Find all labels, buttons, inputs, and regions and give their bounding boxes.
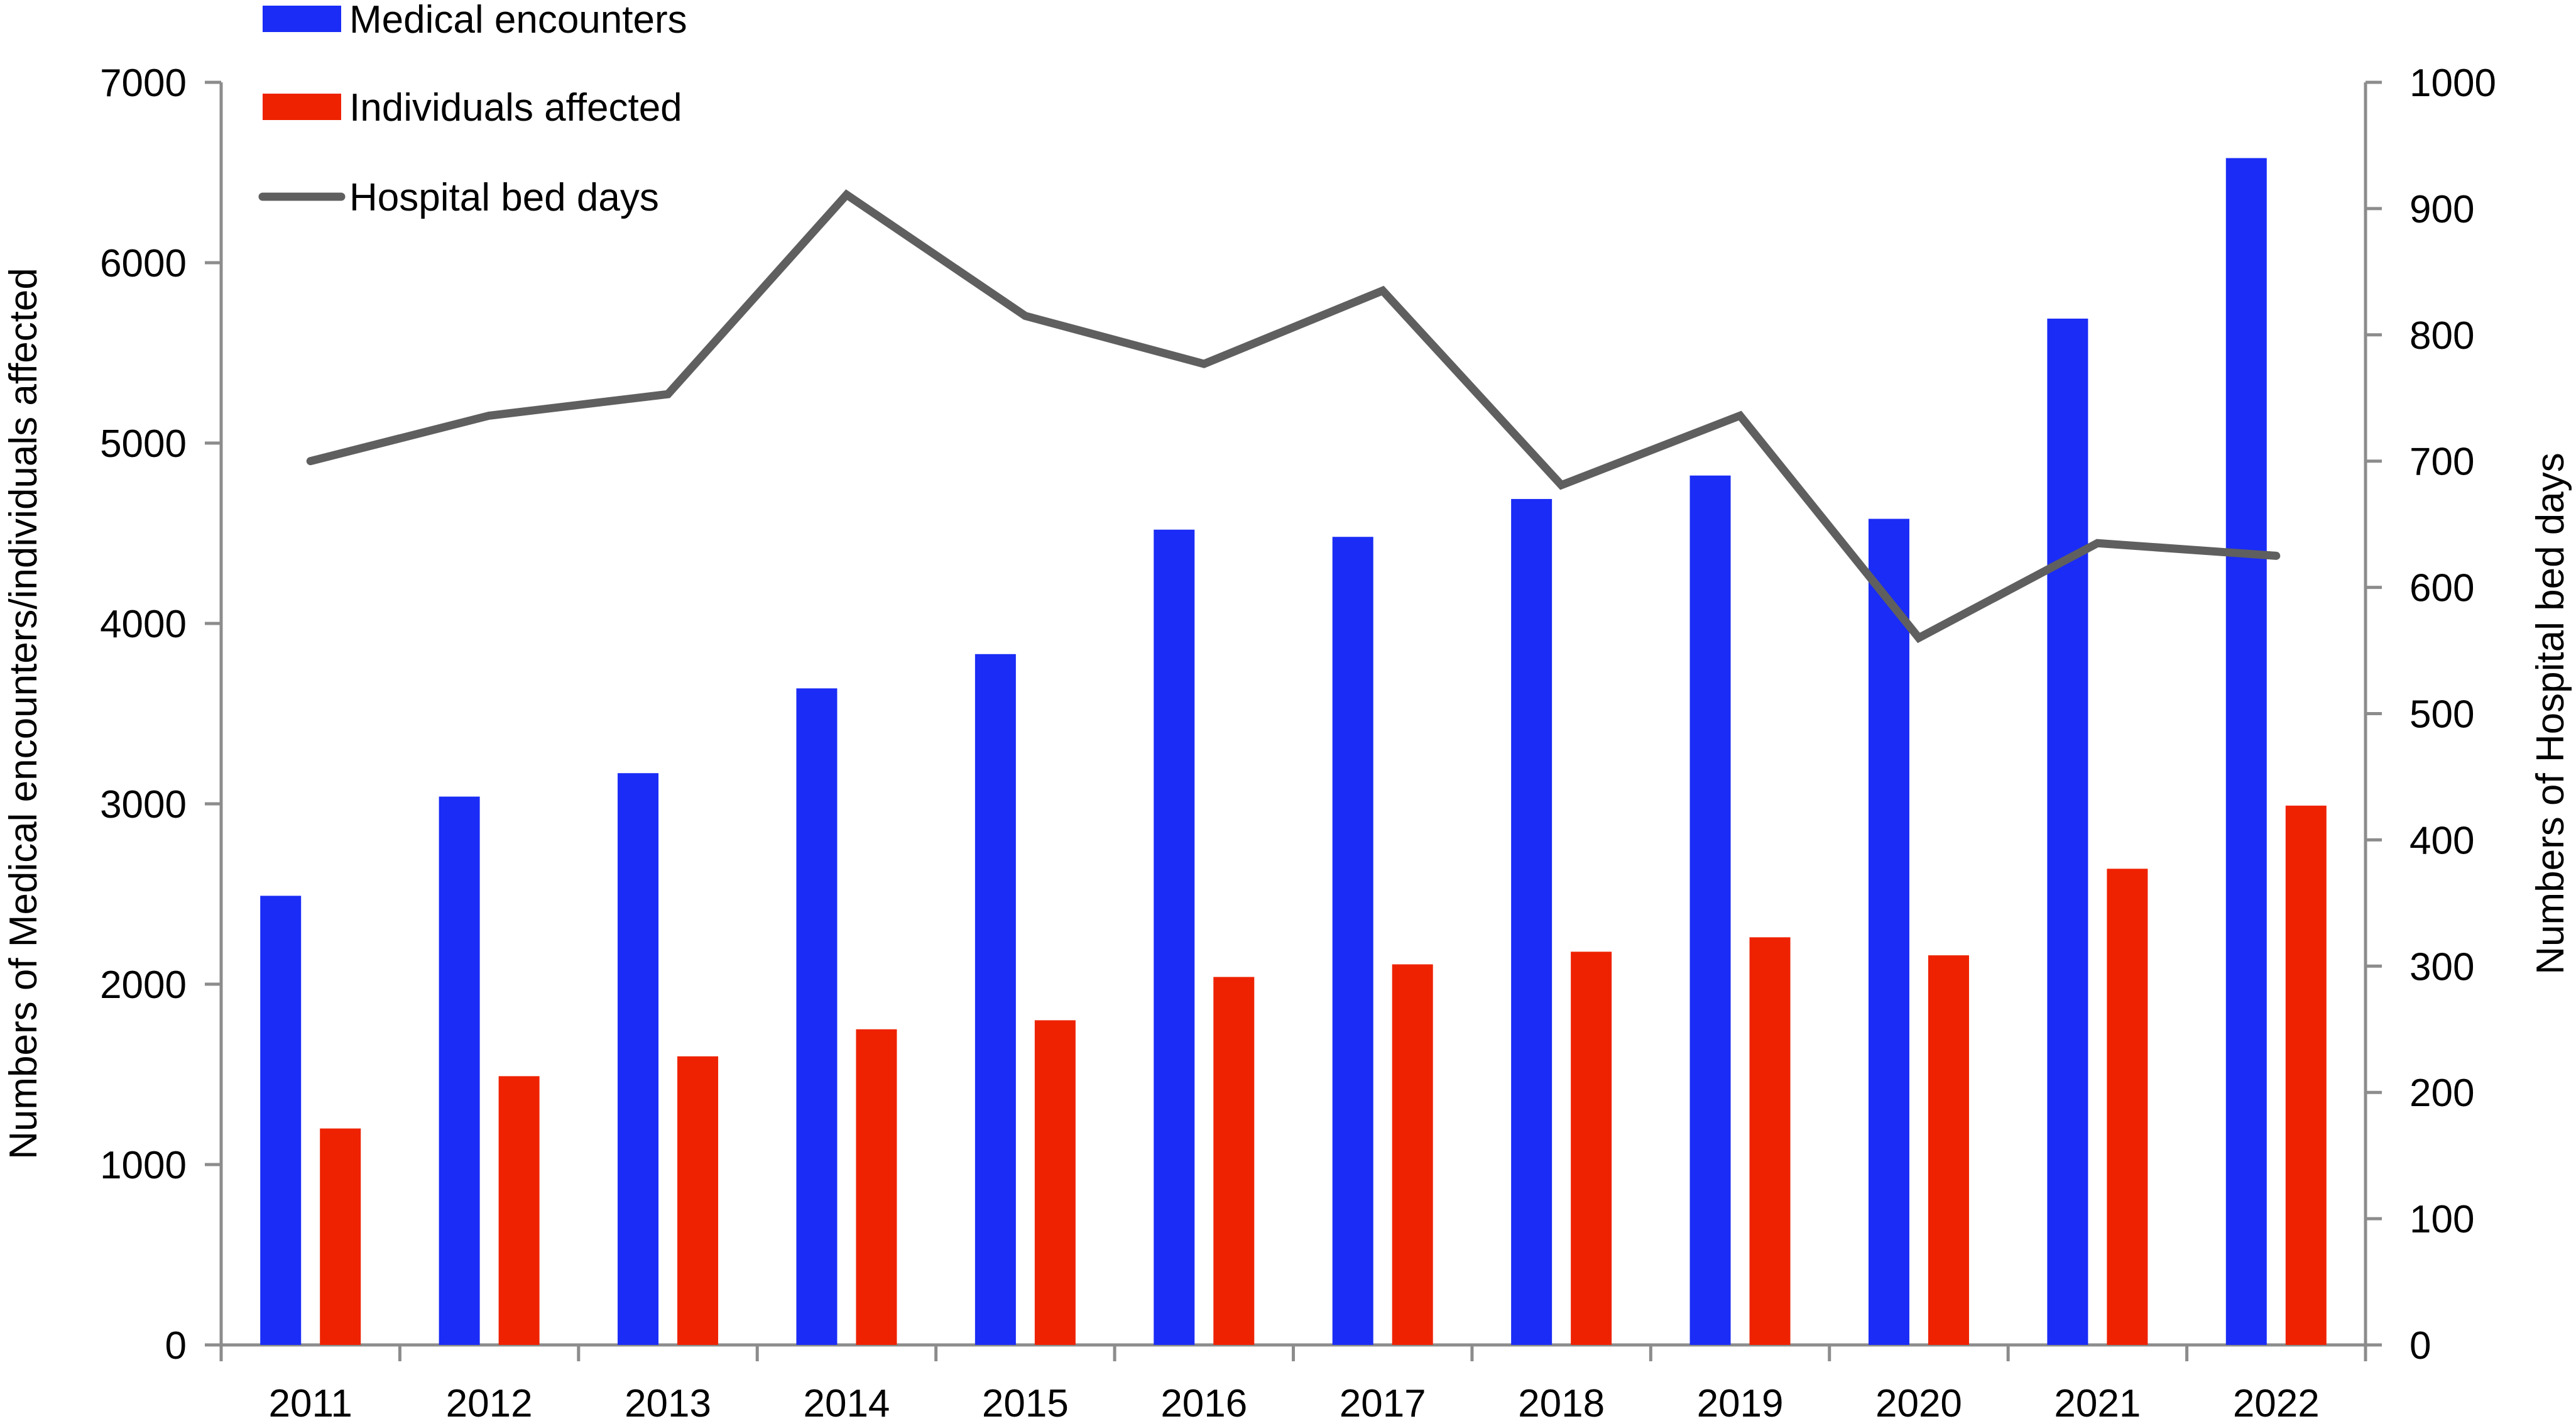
legend-label: Medical encounters	[349, 0, 687, 41]
right-tick-label: 900	[2410, 188, 2474, 231]
right-tick-label: 400	[2410, 819, 2474, 862]
bar-individuals-affected	[1034, 1020, 1076, 1345]
legend: Medical encounters Individuals affected Ho…	[258, 0, 687, 219]
bar-medical-encounters	[1154, 529, 1195, 1345]
bar-individuals-affected	[1213, 977, 1255, 1345]
x-tick-label: 2018	[1518, 1382, 1605, 1423]
left-tick-label: 0	[165, 1324, 187, 1368]
x-tick-label: 2013	[625, 1382, 711, 1423]
bars	[260, 158, 2327, 1346]
bar-medical-encounters	[974, 654, 1016, 1345]
line-series	[306, 189, 2281, 644]
x-tick-label: 2011	[269, 1382, 352, 1423]
bar-medical-encounters	[2047, 318, 2088, 1346]
right-tick-label: 500	[2410, 693, 2474, 737]
axes: 0 1000 2000 3000 4000 5000 6000 7000 0 100 200 300 4…	[2, 62, 2572, 1425]
bar-medical-encounters	[1868, 518, 1909, 1345]
bar-medical-encounters	[1332, 537, 1373, 1345]
left-tick-label: 3000	[100, 783, 187, 826]
y-axis-title: Numbers of Medical encounters/individual…	[2, 268, 45, 1160]
bar-individuals-affected	[1392, 964, 1433, 1345]
legend-label: Hospital bed days	[349, 176, 659, 219]
x-tick-label: 2016	[1160, 1382, 1247, 1423]
bar-individuals-affected	[1749, 937, 1791, 1345]
right-tick-label: 800	[2410, 314, 2474, 358]
left-tick-label: 2000	[100, 963, 187, 1007]
left-tick-label: 1000	[100, 1144, 187, 1187]
bar-individuals-affected	[2107, 869, 2148, 1345]
x-tick-label: 2022	[2233, 1382, 2320, 1423]
legend-label: Individuals affected	[349, 86, 682, 129]
bar-individuals-affected	[498, 1076, 540, 1345]
left-tick-label: 7000	[100, 62, 187, 105]
bar-individuals-affected	[677, 1056, 719, 1345]
right-tick-label: 1000	[2410, 62, 2496, 105]
bar-individuals-affected	[1571, 952, 1612, 1345]
x-tick-label: 2017	[1340, 1382, 1426, 1423]
line-hospital-bed-days	[306, 189, 2281, 644]
right-tick-label: 200	[2410, 1072, 2474, 1115]
legend-swatch-individuals-affected	[263, 94, 341, 120]
x-tick-label: 2015	[982, 1382, 1069, 1423]
x-tick-label: 2021	[2054, 1382, 2141, 1423]
right-tick-label: 0	[2410, 1324, 2431, 1368]
x-tick-label: 2012	[446, 1382, 533, 1423]
bar-medical-encounters	[1689, 475, 1731, 1346]
legend-swatch-medical-encounters	[263, 6, 341, 32]
bar-medical-encounters	[260, 896, 302, 1345]
right-tick-label: 700	[2410, 441, 2474, 484]
left-tick-label: 5000	[100, 422, 187, 466]
bar-individuals-affected	[1928, 955, 1969, 1345]
bar-medical-encounters	[439, 796, 480, 1345]
right-tick-label: 300	[2410, 945, 2474, 989]
bar-individuals-affected	[2285, 805, 2327, 1345]
bar-medical-encounters	[796, 688, 838, 1345]
right-tick-label: 600	[2410, 567, 2474, 610]
y2-axis-title: Numbers of Hospital bed days	[2529, 452, 2572, 975]
bar-individuals-affected	[320, 1128, 361, 1345]
bar-individuals-affected	[856, 1029, 897, 1345]
right-tick-label: 100	[2410, 1198, 2474, 1241]
left-tick-label: 6000	[100, 242, 187, 285]
x-tick-label: 2020	[1875, 1382, 1962, 1423]
x-tick-label: 2019	[1697, 1382, 1784, 1423]
bar-medical-encounters	[2225, 158, 2267, 1345]
bar-medical-encounters	[618, 773, 659, 1345]
left-tick-label: 4000	[100, 603, 187, 646]
x-tick-label: 2014	[803, 1382, 890, 1423]
bar-medical-encounters	[1511, 498, 1553, 1345]
